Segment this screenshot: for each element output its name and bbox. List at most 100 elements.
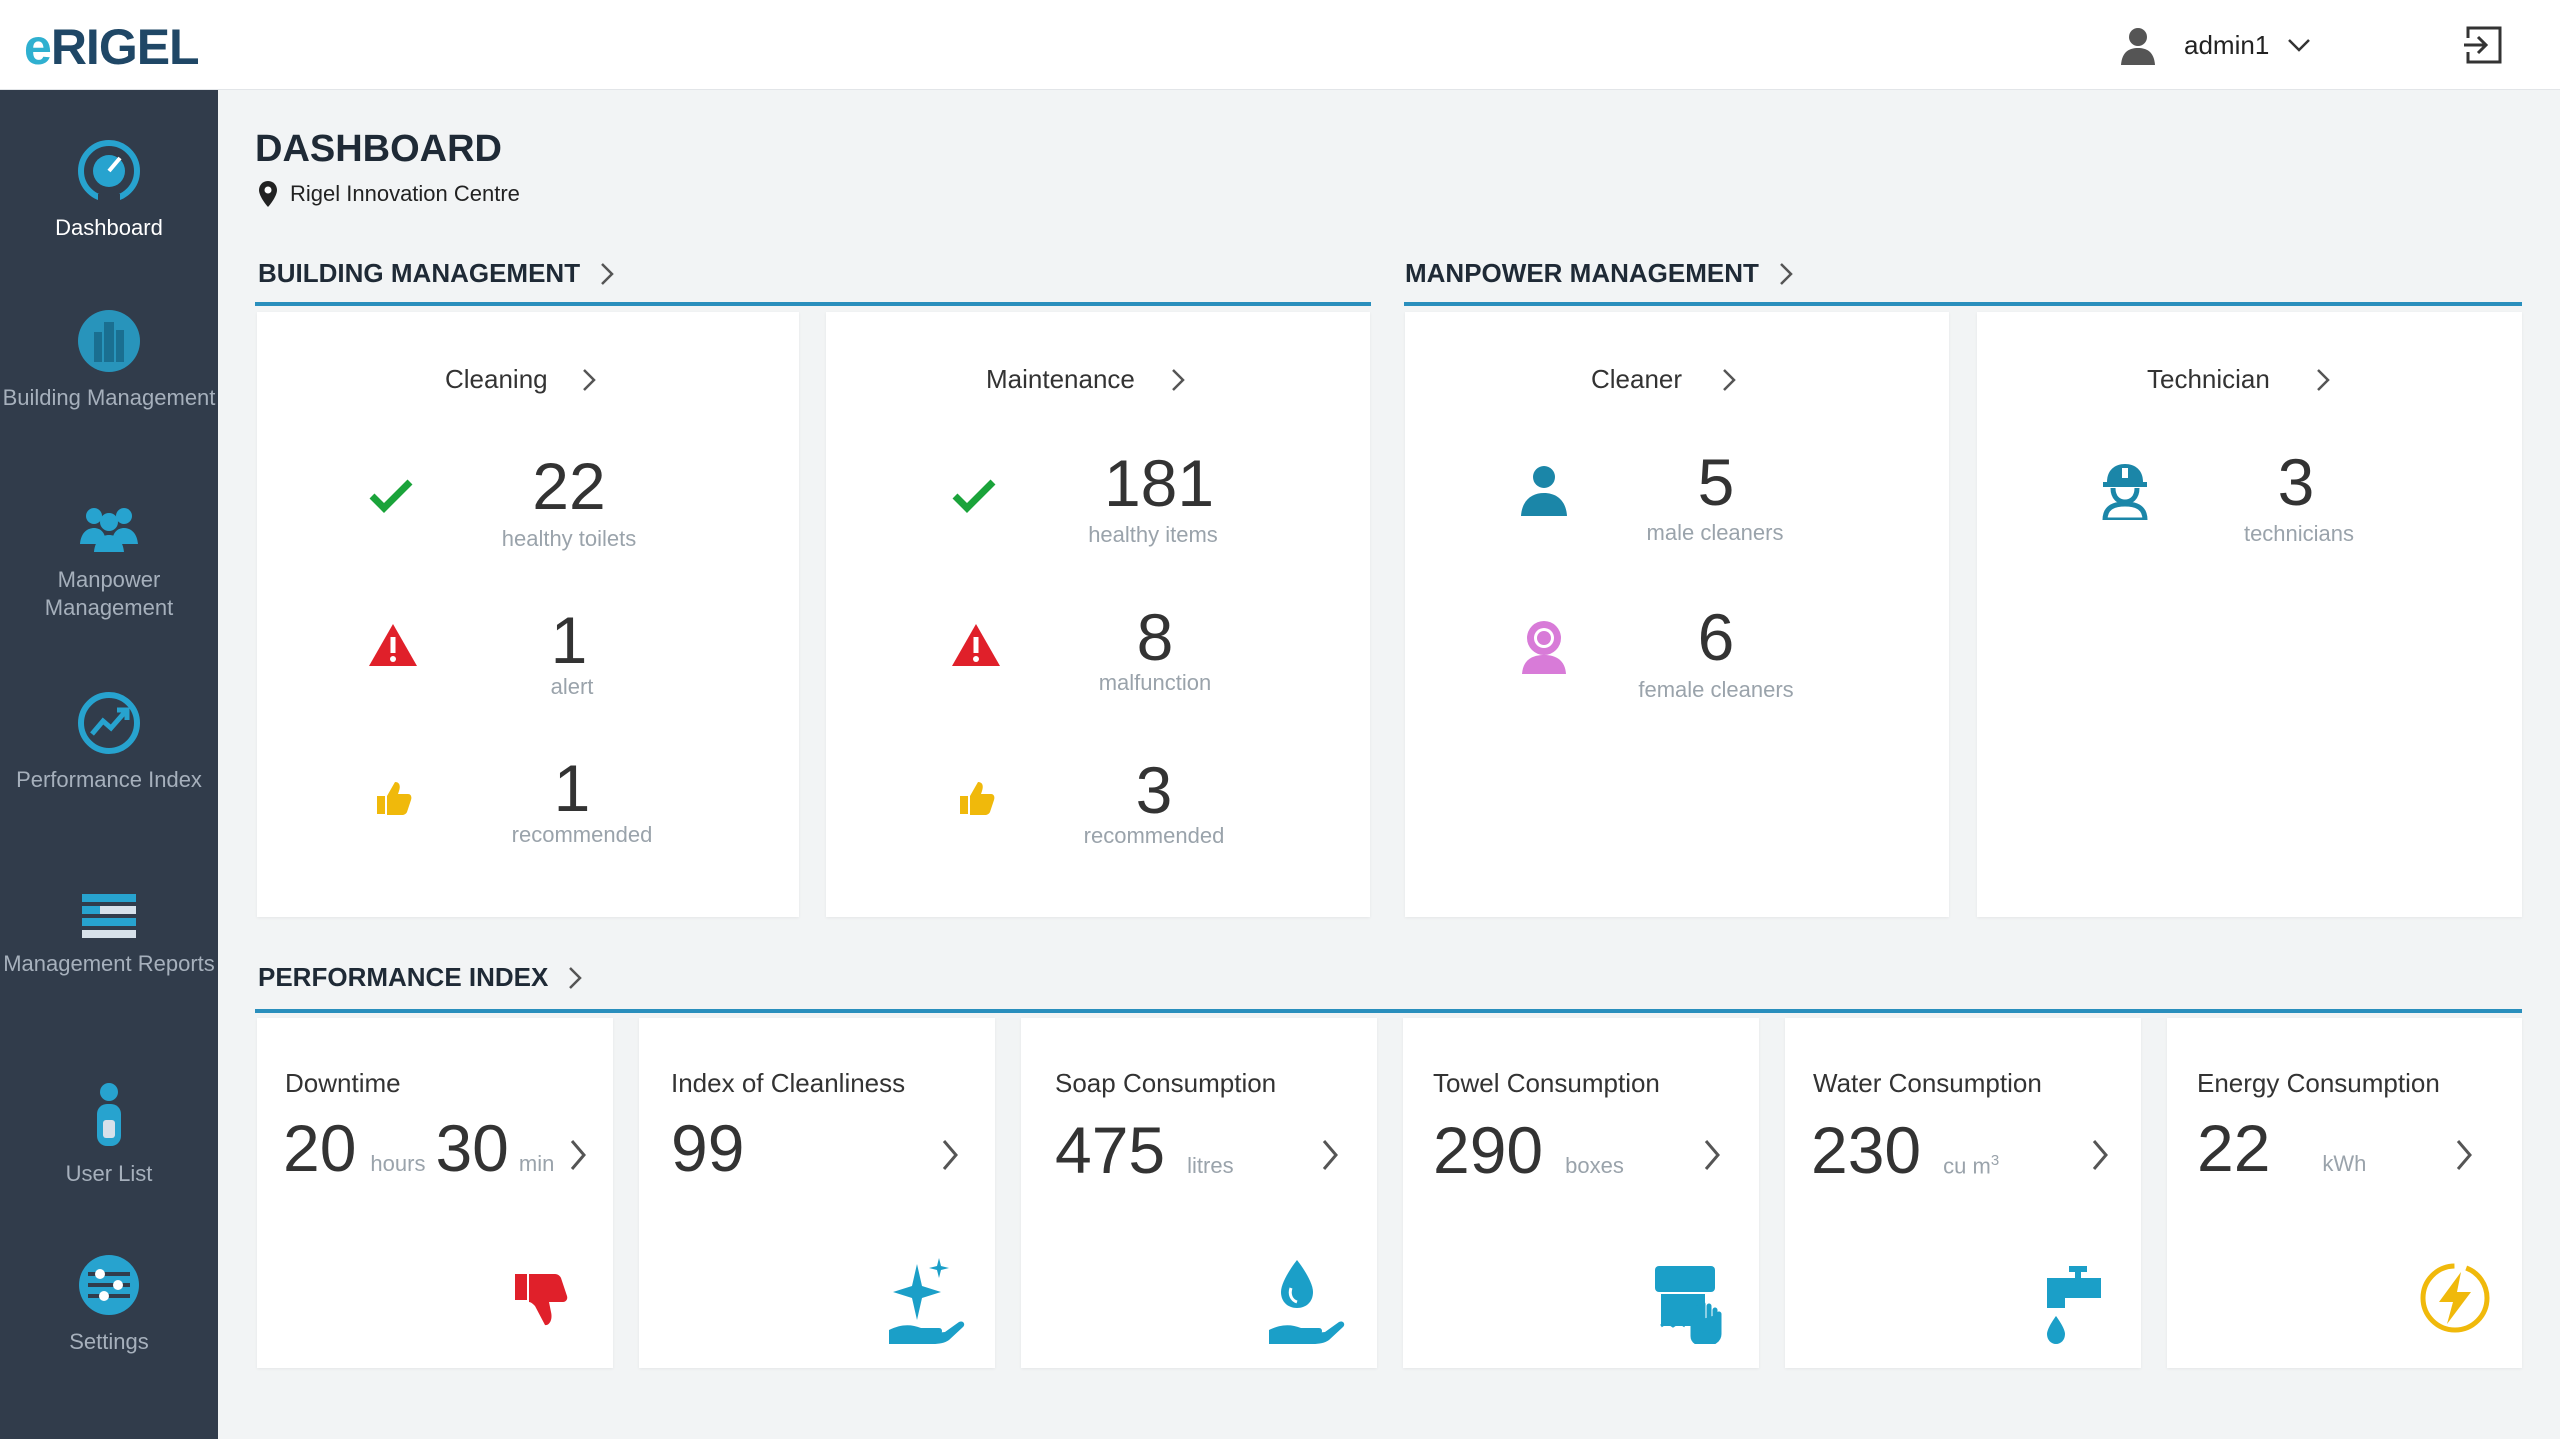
- cleaning-card: Cleaning 22 healthy toilets 1 alert 1 re…: [257, 312, 799, 917]
- towel-value: 290 boxes: [1433, 1113, 1624, 1187]
- chevron-right-icon: [1723, 368, 1736, 391]
- sliders-icon: [79, 1255, 139, 1315]
- chevron-right-icon[interactable]: [941, 1138, 959, 1172]
- reports-icon: [82, 894, 136, 938]
- chevron-right-icon: [1172, 368, 1185, 391]
- recommended-count: 3: [1135, 753, 1173, 827]
- chevron-right-icon: [569, 966, 583, 989]
- chevron-right-icon: [582, 368, 596, 391]
- sidebar-item-dashboard[interactable]: Dashboard: [0, 138, 218, 242]
- section-divider: [1404, 302, 2522, 306]
- section-manpower-management[interactable]: MANPOWER MANAGEMENT: [1405, 258, 1793, 289]
- sidebar-item-user-list[interactable]: User List: [0, 1080, 218, 1188]
- healthy-items-label: healthy items: [1088, 522, 1218, 547]
- chevron-right-icon[interactable]: [2455, 1138, 2473, 1172]
- sidebar-item-label: Manpower Management: [44, 567, 174, 620]
- alert-label: alert: [550, 674, 594, 699]
- user-menu[interactable]: admin1: [2118, 24, 2311, 66]
- page-title: DASHBOARD: [255, 128, 502, 170]
- downtime-title: Downtime: [285, 1068, 401, 1098]
- healthy-toilets-label: healthy toilets: [501, 526, 637, 551]
- technician-card: Technician 3 technicians: [1977, 312, 2522, 917]
- water-title: Water Consumption: [1813, 1068, 2042, 1098]
- section-performance-index[interactable]: PERFORMANCE INDEX: [258, 962, 583, 993]
- chevron-right-icon: [2316, 368, 2330, 391]
- sidebar-item-manpower-management[interactable]: Manpower Management: [0, 500, 218, 622]
- female-cleaners-label: female cleaners: [1638, 677, 1794, 702]
- sidebar-item-label: Dashboard: [55, 215, 163, 240]
- malfunction-count: 8: [1136, 600, 1174, 674]
- male-cleaners-label: male cleaners: [1646, 520, 1784, 545]
- section-divider: [255, 302, 1371, 306]
- towel-dispenser-icon: [1655, 1266, 1722, 1344]
- female-cleaner-icon: [1522, 621, 1566, 674]
- male-cleaners-count: 5: [1697, 445, 1735, 519]
- section-divider: [255, 1009, 2522, 1013]
- water-tap-icon: [2047, 1266, 2101, 1344]
- building-icon: [78, 310, 140, 372]
- chevron-right-icon[interactable]: [569, 1138, 587, 1172]
- soap-value: 475 litres: [1055, 1113, 1234, 1187]
- performance-chart-icon: [78, 692, 140, 754]
- towel-title: Towel Consumption: [1433, 1068, 1660, 1098]
- technicians-count: 3: [2277, 445, 2315, 519]
- cleaner-card: Cleaner 5 male cleaners 6 female cleaner…: [1405, 312, 1949, 917]
- female-cleaners-count: 6: [1697, 600, 1735, 674]
- technician-card-header[interactable]: Technician: [2147, 364, 2330, 395]
- recommended-label: recommended: [1083, 823, 1225, 848]
- sparkle-hand-icon: [889, 1258, 965, 1344]
- location-name: Rigel Innovation Centre: [290, 181, 520, 206]
- top-bar: eRIGEL admin1: [0, 0, 2560, 90]
- warning-icon: [369, 624, 417, 666]
- sidebar-item-label: User List: [65, 1161, 153, 1186]
- water-card[interactable]: Water Consumption 230 cu m3: [1785, 1018, 2141, 1368]
- sidebar-item-building-management[interactable]: Building Management: [0, 308, 218, 412]
- sidebar-item-settings[interactable]: Settings: [0, 1252, 218, 1356]
- downtime-value: 20 hours 30 min: [283, 1111, 555, 1185]
- soap-card[interactable]: Soap Consumption 475 litres: [1021, 1018, 1377, 1368]
- cleaner-card-header[interactable]: Cleaner: [1591, 364, 1736, 395]
- warning-icon: [952, 624, 1000, 666]
- healthy-toilets-count: 22: [532, 449, 606, 523]
- chevron-down-icon: [2288, 39, 2311, 52]
- location: Rigel Innovation Centre: [258, 180, 520, 208]
- cleanliness-value: 99: [671, 1111, 745, 1185]
- chevron-right-icon[interactable]: [2091, 1138, 2109, 1172]
- people-icon: [80, 508, 138, 552]
- alert-count: 1: [550, 603, 588, 677]
- energy-card[interactable]: Energy Consumption 22 kWh: [2167, 1018, 2522, 1368]
- sidebar-item-performance-index[interactable]: Performance Index: [0, 690, 218, 794]
- sidebar-item-management-reports[interactable]: Management Reports: [0, 890, 218, 978]
- sidebar-item-label: Performance Index: [16, 767, 202, 792]
- check-icon: [369, 479, 413, 513]
- chevron-right-icon[interactable]: [1703, 1138, 1721, 1172]
- sidebar: Dashboard Building Management Manpower M…: [0, 90, 218, 1439]
- chevron-right-icon: [601, 262, 614, 285]
- technician-icon: [2102, 464, 2148, 520]
- cleaning-card-header[interactable]: Cleaning: [445, 364, 596, 395]
- section-building-management[interactable]: BUILDING MANAGEMENT: [258, 258, 614, 289]
- technicians-label: technicians: [2243, 521, 2355, 546]
- cleanliness-title: Index of Cleanliness: [671, 1068, 906, 1098]
- sidebar-item-label: Settings: [69, 1329, 149, 1354]
- downtime-card[interactable]: Downtime 20 hours 30 min: [257, 1018, 613, 1368]
- user-icon: [97, 1083, 121, 1146]
- maintenance-card-header[interactable]: Maintenance: [986, 364, 1185, 395]
- soap-title: Soap Consumption: [1055, 1068, 1277, 1098]
- logout-icon[interactable]: [2462, 24, 2504, 66]
- recommended-count: 1: [553, 751, 591, 825]
- towel-card[interactable]: Towel Consumption 290 boxes: [1403, 1018, 1759, 1368]
- sidebar-item-label: Building Management: [2, 385, 216, 410]
- cleanliness-card[interactable]: Index of Cleanliness 99: [639, 1018, 995, 1368]
- chevron-right-icon[interactable]: [1321, 1138, 1339, 1172]
- soap-hand-icon: [1269, 1260, 1345, 1344]
- map-pin-icon: [259, 181, 277, 207]
- logo[interactable]: eRIGEL: [24, 19, 200, 75]
- maintenance-card: Maintenance 181 healthy items 8 malfunct…: [826, 312, 1370, 917]
- username: admin1: [2184, 29, 2270, 60]
- user-avatar-icon: [2121, 28, 2155, 65]
- speedometer-icon: [78, 140, 140, 202]
- sidebar-item-label: Management Reports: [3, 951, 215, 976]
- chevron-right-icon: [1779, 262, 1793, 285]
- thumbs-up-icon: [960, 782, 995, 815]
